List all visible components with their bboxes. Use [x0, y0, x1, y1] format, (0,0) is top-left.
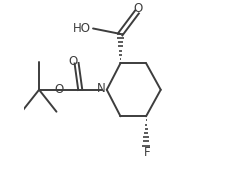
Text: O: O [68, 55, 78, 67]
Text: HO: HO [73, 22, 91, 35]
Text: O: O [54, 83, 64, 96]
Text: N: N [97, 82, 106, 95]
Text: O: O [133, 2, 142, 15]
Text: F: F [143, 146, 150, 159]
